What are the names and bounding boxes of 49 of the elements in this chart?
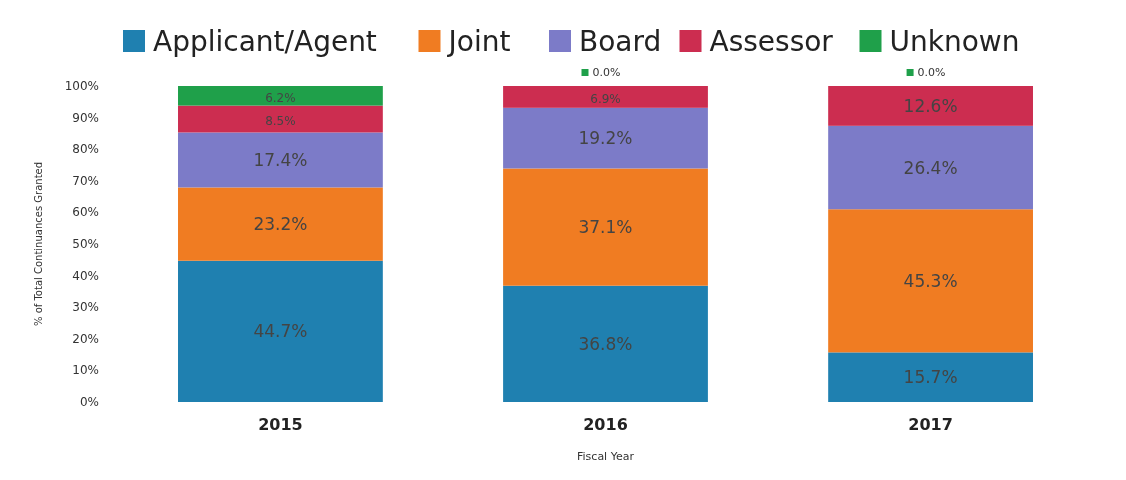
legend-label: Assessor [709,25,834,58]
y-tick-label: 10% [72,363,99,378]
bar [828,86,1033,126]
bar [503,168,708,286]
bar [178,105,383,133]
data-label: 19.2% [578,128,633,149]
data-label: 44.7% [253,321,308,342]
y-tick-label: 80% [72,142,99,157]
data-label: 37.1% [578,217,633,238]
legend-label: Joint [446,25,511,58]
data-label: 36.8% [578,333,633,354]
y-tick-label: 0% [79,395,99,409]
bar [828,352,1033,402]
y-tick-label: 100% [64,79,99,93]
data-label: 6.9% [590,91,621,106]
data-label: 6.2% [265,90,296,105]
bar [178,260,383,402]
data-label: 8.5% [265,114,296,129]
y-tick-label: 60% [72,205,99,220]
y-tick-label: 20% [72,331,99,346]
y-tick-label: 30% [72,300,99,315]
x-tick-label: 2016 [583,415,628,434]
bar [828,209,1033,353]
x-tick-label: 2017 [908,415,953,434]
bar [828,125,1033,210]
bar [503,86,708,108]
bar [178,187,383,261]
data-label: 12.6% [903,95,958,116]
y-tick-label: 70% [72,173,99,188]
y-axis-title: % of Total Continuances Granted [33,161,44,327]
data-label: 17.4% [253,149,308,170]
legend-label: Board [579,25,662,58]
x-tick-label: 2015 [258,415,303,434]
data-label: 23.2% [253,214,308,235]
y-tick-label: 90% [72,110,99,125]
legend-label: Unknown [889,25,1020,58]
bar [503,285,708,402]
legend-label: Applicant/Agent [153,25,377,58]
data-label: 45.3% [903,270,958,291]
y-tick-label: 40% [72,268,99,283]
x-axis-title: Fiscal Year [577,450,635,463]
data-label: 0.0% [592,66,621,79]
data-label: 26.4% [903,157,958,178]
bar [178,132,383,188]
y-tick-label: 50% [72,237,99,251]
data-label: 0.0% [917,66,946,79]
data-label: 15.7% [903,367,958,388]
bar [503,107,708,169]
bar [178,86,383,106]
